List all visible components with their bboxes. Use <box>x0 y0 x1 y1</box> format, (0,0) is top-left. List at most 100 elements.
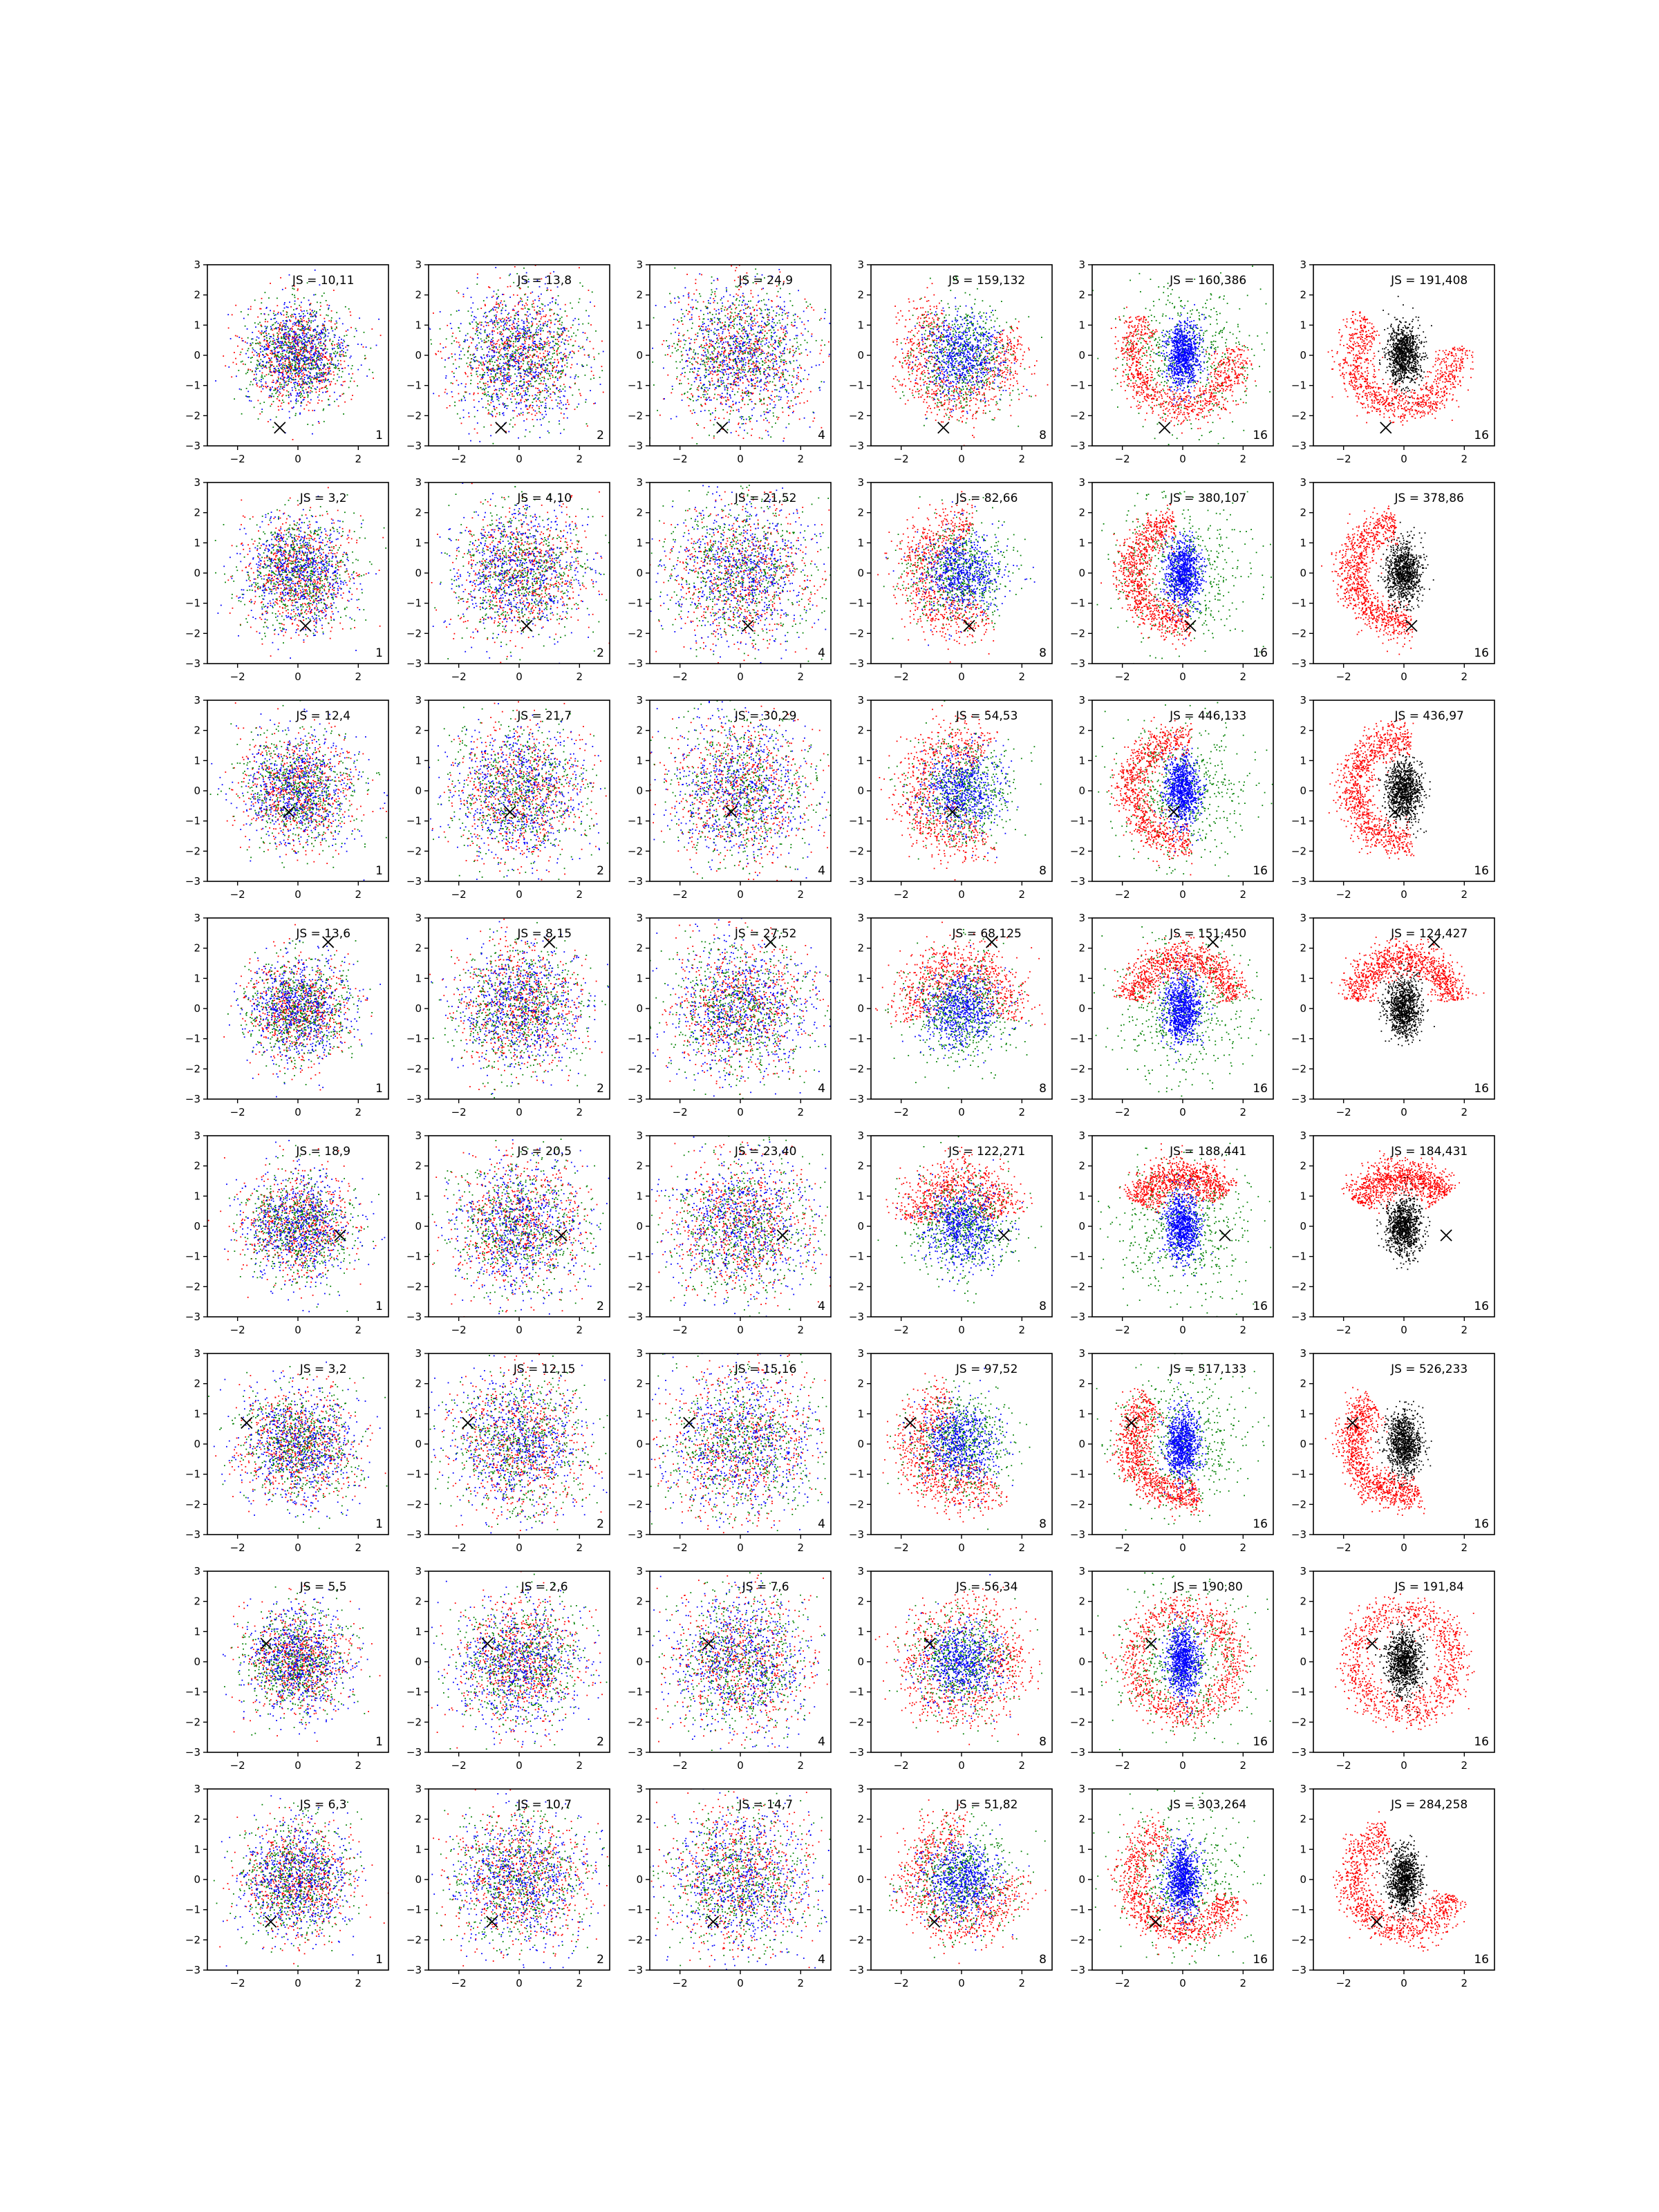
scatter-point <box>528 412 529 413</box>
scatter-point <box>494 291 495 292</box>
scatter-point <box>578 404 579 405</box>
scatter-point <box>476 344 478 346</box>
scatter-point <box>696 379 697 380</box>
scatter-point <box>720 395 721 396</box>
scatter-point <box>572 350 573 352</box>
scatter-point <box>502 333 503 335</box>
scatter-point <box>547 331 549 332</box>
scatter-point <box>736 267 738 268</box>
scatter-point <box>508 339 509 341</box>
scatter-point <box>467 333 469 335</box>
scatter-point <box>717 246 718 247</box>
scatter-point <box>458 342 460 344</box>
scatter-point <box>731 312 733 314</box>
scatter-point <box>534 307 535 308</box>
scatter-point <box>284 308 285 309</box>
scatter-point <box>751 293 752 294</box>
scatter-point <box>286 391 288 392</box>
scatter-point <box>695 283 696 284</box>
scatter-point <box>350 327 352 328</box>
scatter-point <box>709 343 711 344</box>
scatter-point <box>750 346 751 347</box>
scatter-point <box>467 339 468 341</box>
scatter-point <box>317 326 319 328</box>
scatter-point <box>718 279 719 281</box>
scatter-point <box>271 404 272 405</box>
scatter-point <box>454 405 456 406</box>
scatter-point <box>315 388 316 389</box>
scatter-point <box>793 411 794 412</box>
scatter-point <box>556 406 558 407</box>
scatter-point <box>504 327 505 328</box>
scatter-point <box>796 350 797 352</box>
scatter-point <box>461 400 462 402</box>
scatter-point <box>529 327 530 328</box>
scatter-point <box>574 376 576 377</box>
scatter-point <box>292 324 294 325</box>
scatter-point <box>280 356 281 357</box>
scatter-point <box>327 373 328 375</box>
scatter-point <box>330 321 332 323</box>
scatter-point <box>499 363 500 364</box>
scatter-point <box>765 411 767 413</box>
scatter-point <box>582 366 583 367</box>
scatter-point <box>248 348 250 349</box>
scatter-point <box>286 351 288 353</box>
scatter-point <box>275 393 276 394</box>
scatter-point <box>312 364 314 366</box>
scatter-point <box>299 340 301 341</box>
scatter-point <box>474 400 475 401</box>
scatter-point <box>317 359 318 361</box>
scatter-point <box>531 365 532 366</box>
scatter-point <box>270 336 271 337</box>
scatter-point <box>307 424 308 425</box>
scatter-point <box>515 341 516 343</box>
scatter-point <box>776 368 777 370</box>
scatter-point <box>342 393 344 395</box>
scatter-point <box>513 309 514 310</box>
scatter-point <box>710 371 711 373</box>
scatter-point <box>316 311 317 312</box>
scatter-point <box>256 385 258 386</box>
scatter-point <box>485 317 487 318</box>
scatter-point <box>304 329 306 330</box>
scatter-point <box>700 329 701 330</box>
scatter-point <box>534 349 536 350</box>
scatter-point <box>540 334 541 335</box>
scatter-point <box>273 338 274 339</box>
scatter-point <box>533 372 534 373</box>
scatter-point <box>328 309 329 310</box>
scatter-point <box>247 308 249 310</box>
scatter-point <box>294 355 296 357</box>
scatter-point <box>718 333 720 335</box>
scatter-point <box>497 328 498 330</box>
scatter-point <box>505 382 507 384</box>
scatter-point <box>590 379 592 380</box>
scatter-point <box>792 405 794 406</box>
scatter-point <box>780 272 781 273</box>
scatter-point <box>532 323 534 324</box>
scatter-point <box>491 321 493 322</box>
scatter-point <box>471 315 472 317</box>
scatter-point <box>247 342 248 344</box>
scatter-point <box>311 336 312 337</box>
scatter-point <box>485 388 487 389</box>
scatter-point <box>561 352 562 353</box>
scatter-point <box>529 330 530 331</box>
scatter-point <box>284 384 285 386</box>
scatter-point <box>503 375 505 377</box>
scatter-point <box>322 357 324 358</box>
scatter-point <box>265 332 267 334</box>
scatter-point <box>307 397 308 398</box>
scatter-point <box>502 294 503 295</box>
scatter-point <box>481 377 482 378</box>
scatter-point <box>732 359 733 361</box>
scatter-point <box>295 382 297 383</box>
scatter-point <box>504 375 505 377</box>
scatter-point <box>559 336 561 337</box>
scatter-point <box>505 347 506 348</box>
scatter-point <box>527 399 529 400</box>
scatter-point <box>514 310 515 311</box>
scatter-point <box>265 383 267 384</box>
scatter-point <box>493 347 494 348</box>
